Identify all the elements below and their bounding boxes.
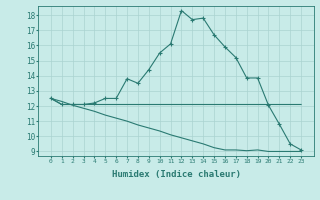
X-axis label: Humidex (Indice chaleur): Humidex (Indice chaleur) xyxy=(111,170,241,179)
